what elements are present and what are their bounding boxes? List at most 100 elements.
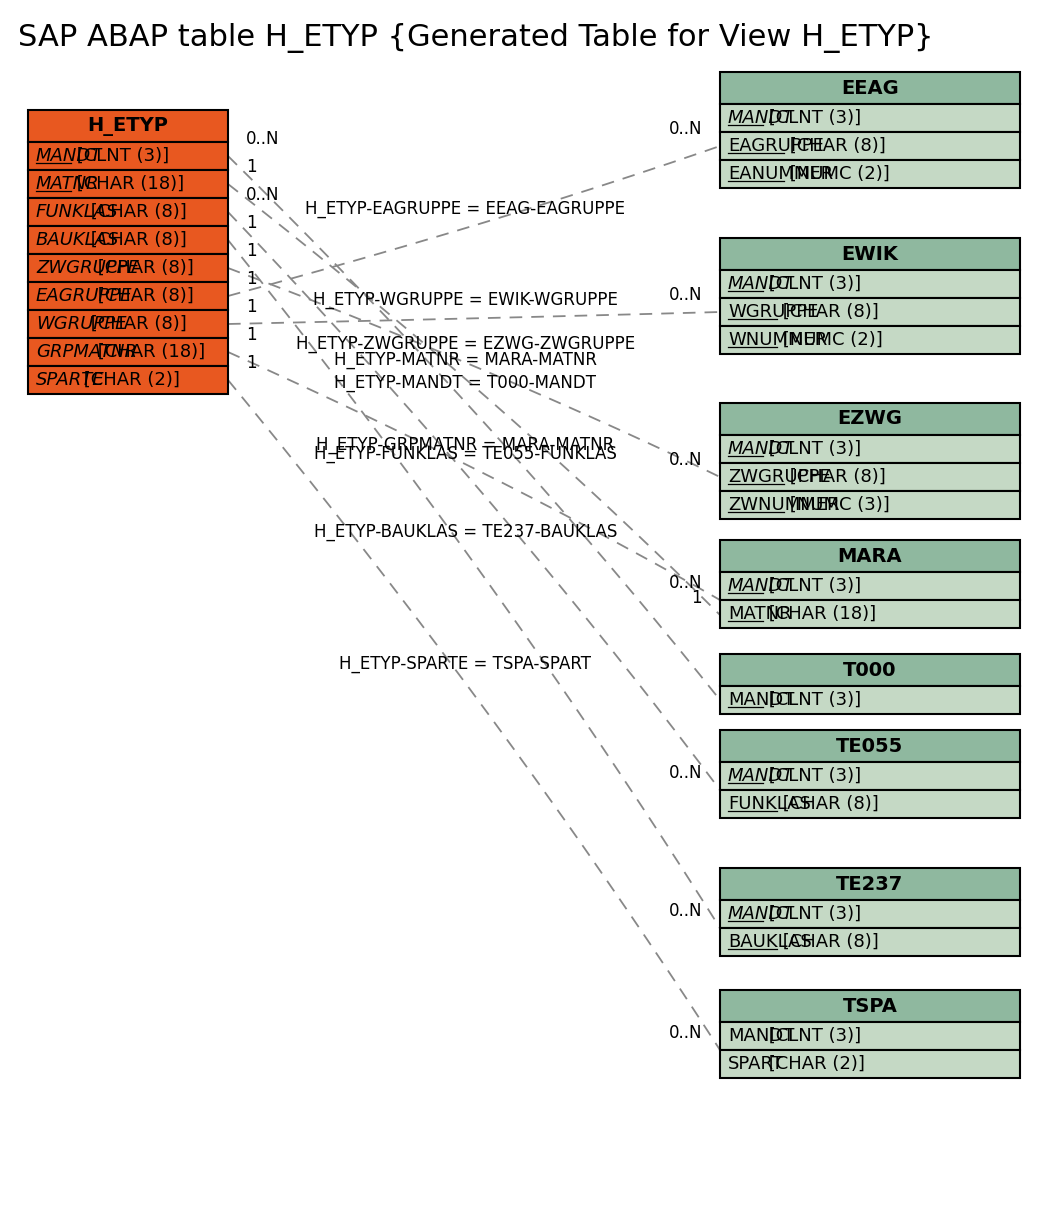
Text: ZWNUMMER: ZWNUMMER <box>728 496 839 515</box>
Text: H_ETYP-MATNR = MARA-MATNR: H_ETYP-MATNR = MARA-MATNR <box>334 351 597 369</box>
Bar <box>720 133 1020 160</box>
Text: [CLNT (3)]: [CLNT (3)] <box>71 147 169 165</box>
Text: H_ETYP-WGRUPPE = EWIK-WGRUPPE: H_ETYP-WGRUPPE = EWIK-WGRUPPE <box>313 290 618 308</box>
Text: H_ETYP-SPARTE = TSPA-SPART: H_ETYP-SPARTE = TSPA-SPART <box>340 656 592 674</box>
Text: ZWGRUPPE: ZWGRUPPE <box>728 468 831 486</box>
Bar <box>720 572 1020 600</box>
Text: FUNKLAS: FUNKLAS <box>728 795 811 813</box>
Bar <box>720 928 1020 956</box>
Text: 0..N: 0..N <box>668 120 702 139</box>
Text: 0..N: 0..N <box>247 186 279 204</box>
Bar <box>28 110 228 142</box>
Text: MANDT: MANDT <box>728 108 794 127</box>
Text: [CHAR (8)]: [CHAR (8)] <box>85 315 187 333</box>
Text: [NUMC (3)]: [NUMC (3)] <box>784 496 890 515</box>
Bar <box>28 254 228 282</box>
Bar <box>720 540 1020 572</box>
Text: [CHAR (2)]: [CHAR (2)] <box>763 1056 864 1072</box>
Text: [CLNT (3)]: [CLNT (3)] <box>763 690 861 709</box>
Text: MANDT: MANDT <box>728 1027 794 1045</box>
Text: 0..N: 0..N <box>668 903 702 919</box>
Text: WNUMMER: WNUMMER <box>728 331 828 349</box>
Text: EWIK: EWIK <box>841 245 898 264</box>
Bar <box>720 160 1020 188</box>
Text: TE055: TE055 <box>836 736 903 756</box>
Text: [CHAR (8)]: [CHAR (8)] <box>92 287 194 305</box>
Bar <box>720 730 1020 762</box>
Text: SPART: SPART <box>728 1056 784 1072</box>
Bar <box>720 1022 1020 1050</box>
Bar <box>720 868 1020 900</box>
Bar <box>720 239 1020 270</box>
Text: H_ETYP-ZWGRUPPE = EZWG-ZWGRUPPE: H_ETYP-ZWGRUPPE = EZWG-ZWGRUPPE <box>296 335 635 353</box>
Text: [CLNT (3)]: [CLNT (3)] <box>763 768 861 784</box>
Bar <box>720 1050 1020 1078</box>
Text: TE237: TE237 <box>836 875 903 893</box>
Text: 0..N: 0..N <box>668 451 702 469</box>
Bar <box>720 790 1020 818</box>
Text: EAGRUPPE: EAGRUPPE <box>36 287 132 305</box>
Text: SPARTE: SPARTE <box>36 371 105 389</box>
Text: WGRUPPE: WGRUPPE <box>728 302 818 321</box>
Text: MANDT: MANDT <box>728 905 794 923</box>
Text: 0..N: 0..N <box>668 764 702 782</box>
Text: [CHAR (8)]: [CHAR (8)] <box>777 795 879 813</box>
Bar <box>720 270 1020 298</box>
Bar <box>720 654 1020 686</box>
Text: [CHAR (8)]: [CHAR (8)] <box>784 137 885 155</box>
Text: [CLNT (3)]: [CLNT (3)] <box>763 905 861 923</box>
Text: [CHAR (8)]: [CHAR (8)] <box>85 202 187 221</box>
Text: [CLNT (3)]: [CLNT (3)] <box>763 108 861 127</box>
Text: MANDT: MANDT <box>728 768 794 784</box>
Bar <box>720 991 1020 1022</box>
Bar <box>720 104 1020 133</box>
Text: H_ETYP-FUNKLAS = TE055-FUNKLAS: H_ETYP-FUNKLAS = TE055-FUNKLAS <box>314 446 617 464</box>
Text: BAUKLAS: BAUKLAS <box>728 933 812 951</box>
Text: [CHAR (18)]: [CHAR (18)] <box>763 605 876 623</box>
Text: 1: 1 <box>247 242 257 260</box>
Text: T000: T000 <box>843 660 897 680</box>
Bar <box>720 298 1020 327</box>
Text: [CHAR (8)]: [CHAR (8)] <box>92 259 194 277</box>
Bar <box>28 198 228 227</box>
Text: FUNKLAS: FUNKLAS <box>36 202 119 221</box>
Text: [CHAR (18)]: [CHAR (18)] <box>92 343 206 362</box>
Text: [CHAR (18)]: [CHAR (18)] <box>71 175 185 193</box>
Text: SAP ABAP table H_ETYP {Generated Table for View H_ETYP}: SAP ABAP table H_ETYP {Generated Table f… <box>18 23 934 53</box>
Bar <box>720 900 1020 928</box>
Text: 0..N: 0..N <box>668 574 702 592</box>
Text: 1: 1 <box>691 589 702 607</box>
Bar <box>720 72 1020 104</box>
Text: WGRUPPE: WGRUPPE <box>36 315 127 333</box>
Bar <box>720 762 1020 790</box>
Bar <box>28 282 228 310</box>
Text: TSPA: TSPA <box>842 997 898 1016</box>
Text: GRPMATNR: GRPMATNR <box>36 343 137 362</box>
Text: H_ETYP-MANDT = T000-MANDT: H_ETYP-MANDT = T000-MANDT <box>335 374 597 392</box>
Bar <box>28 227 228 254</box>
Text: H_ETYP-GRPMATNR = MARA-MATNR: H_ETYP-GRPMATNR = MARA-MATNR <box>316 436 615 454</box>
Text: H_ETYP-BAUKLAS = TE237-BAUKLAS: H_ETYP-BAUKLAS = TE237-BAUKLAS <box>314 523 617 541</box>
Text: [CHAR (8)]: [CHAR (8)] <box>777 933 879 951</box>
Text: [CHAR (2)]: [CHAR (2)] <box>78 371 179 389</box>
Text: [CLNT (3)]: [CLNT (3)] <box>763 440 861 458</box>
Text: 0..N: 0..N <box>247 130 279 148</box>
Text: MARA: MARA <box>838 547 902 565</box>
Text: MATNR: MATNR <box>728 605 792 623</box>
Text: EAGRUPPE: EAGRUPPE <box>728 137 823 155</box>
Text: 1: 1 <box>247 270 257 288</box>
Text: MANDT: MANDT <box>728 577 794 595</box>
Text: [CLNT (3)]: [CLNT (3)] <box>763 1027 861 1045</box>
Bar <box>720 402 1020 435</box>
Text: H_ETYP-EAGRUPPE = EEAG-EAGRUPPE: H_ETYP-EAGRUPPE = EEAG-EAGRUPPE <box>305 200 625 218</box>
Text: EANUMMER: EANUMMER <box>728 165 833 183</box>
Text: 0..N: 0..N <box>668 1024 702 1042</box>
Text: 1: 1 <box>247 354 257 372</box>
Text: 0..N: 0..N <box>668 286 702 304</box>
Text: MANDT: MANDT <box>728 690 794 709</box>
Bar <box>720 600 1020 628</box>
Bar <box>28 337 228 366</box>
Text: 1: 1 <box>247 327 257 343</box>
Text: H_ETYP: H_ETYP <box>87 117 169 135</box>
Bar <box>28 310 228 337</box>
